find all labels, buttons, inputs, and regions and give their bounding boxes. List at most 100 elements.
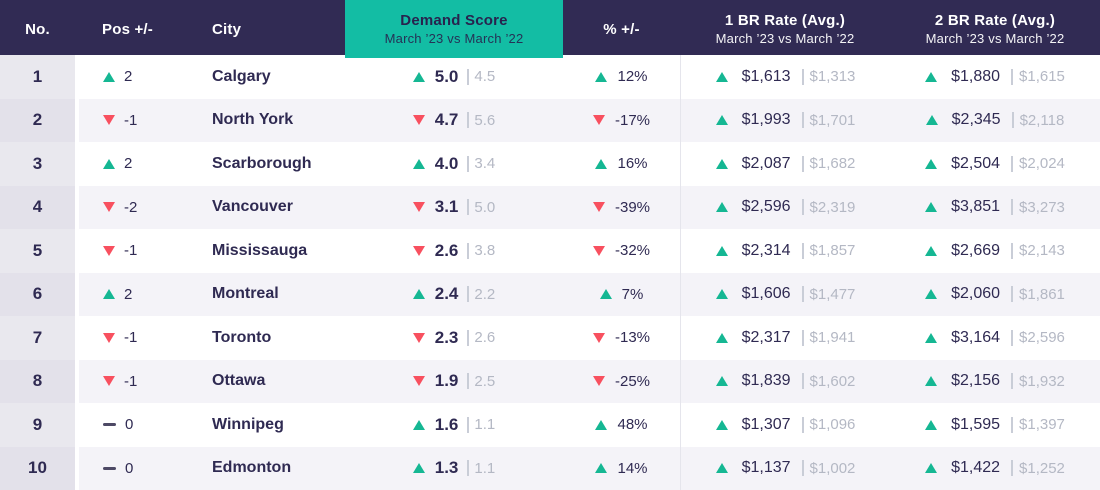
position-change-value: 2 [124, 285, 133, 303]
triangle-down-icon [592, 115, 605, 126]
two-br-rate-previous: $1,932 [1019, 372, 1065, 390]
triangle-up-icon [715, 158, 728, 169]
city-name: Scarborough [212, 154, 312, 172]
two-br-rate-cell: $2,060 $1,861 [890, 273, 1100, 317]
position-change-cell: -1 [79, 316, 195, 360]
one-br-rate-current: $1,606 [741, 285, 791, 303]
triangle-up-icon [715, 115, 728, 126]
value-divider [801, 329, 804, 346]
demand-score-previous: 3.8 [474, 242, 496, 260]
triangle-down-icon [592, 202, 605, 213]
col-header-no: No. [25, 20, 50, 38]
one-br-rate-previous: $2,319 [809, 198, 856, 216]
percent-change-value: 14% [617, 459, 648, 477]
triangle-up-icon [103, 289, 115, 300]
percent-change-value: -32% [614, 242, 651, 260]
value-divider [1011, 416, 1014, 433]
two-br-rate-cell: $2,345 $2,118 [890, 99, 1100, 143]
two-br-rate-cell: $1,595 $1,397 [890, 403, 1100, 447]
percent-change-value: -39% [614, 198, 651, 216]
city-name: Toronto [212, 328, 272, 346]
value-divider [801, 460, 804, 477]
demand-score-current: 1.6 [434, 414, 459, 434]
demand-score-previous: 2.5 [474, 372, 496, 390]
one-br-rate-cell: $1,307 $1,096 [680, 403, 890, 447]
demand-score-cell: 1.6 1.1 [345, 403, 563, 447]
one-br-rate-cell: $1,839 $1,602 [680, 359, 890, 403]
table-row: 2 -1 North York 4.7 5.6 -17% $1,993 $1,7… [0, 98, 1100, 143]
position-change-value: 0 [125, 416, 134, 434]
value-divider [801, 199, 804, 216]
table-row: 10 0 Edmonton 1.3 1.1 14% $1,137 $1,002 … [0, 446, 1100, 490]
value-divider [801, 286, 804, 303]
city-name: Calgary [212, 67, 271, 85]
position-change-value: -1 [124, 242, 138, 260]
value-divider [467, 68, 470, 85]
triangle-up-icon [925, 463, 938, 474]
value-divider [467, 155, 470, 172]
percent-change-cell: 14% [563, 447, 680, 490]
city-name: Winnipeg [212, 415, 284, 433]
triangle-down-icon [103, 332, 115, 343]
two-br-rate-current: $1,880 [951, 67, 1001, 85]
triangle-up-icon [925, 71, 938, 82]
triangle-up-icon [715, 289, 728, 300]
one-br-rate-current: $2,087 [741, 154, 791, 172]
value-divider [467, 329, 470, 346]
one-br-rate-previous: $1,857 [809, 242, 856, 260]
percent-change-cell: 7% [563, 273, 680, 317]
percent-change-value: 16% [617, 155, 648, 173]
position-change-cell: 2 [79, 273, 195, 317]
triangle-down-icon [412, 202, 425, 213]
position-change-cell: -2 [79, 186, 195, 230]
two-br-rate-current: $1,595 [951, 415, 1001, 433]
two-br-rate-cell: $2,156 $1,932 [890, 360, 1100, 404]
value-divider [1011, 199, 1014, 216]
position-change-cell: -1 [79, 360, 195, 404]
city-name: North York [212, 111, 294, 129]
rank-number: 10 [0, 446, 75, 490]
two-br-rate-current: $3,851 [951, 198, 1001, 216]
value-divider [1011, 329, 1014, 346]
triangle-up-icon [595, 71, 608, 82]
one-br-rate-cell: $2,317 $1,941 [680, 316, 890, 360]
dash-icon [103, 423, 116, 427]
table-row: 1 2 Calgary 5.0 4.5 12% $1,613 $1,313 $1… [0, 55, 1100, 99]
triangle-down-icon [592, 245, 605, 256]
two-br-rate-subtitle: March ’23 vs March ’22 [925, 30, 1065, 46]
position-change-value: -1 [124, 372, 138, 390]
one-br-rate-cell: $1,606 $1,477 [680, 272, 890, 316]
two-br-rate-current: $2,504 [951, 154, 1001, 172]
table-header-row: No. Pos +/- City Demand Score March ’23 … [0, 0, 1100, 58]
two-br-rate-current: $3,164 [951, 328, 1001, 346]
col-header-demand-score: Demand Score March ’23 vs March ’22 [345, 0, 563, 58]
rank-number: 6 [0, 272, 75, 316]
position-change-value: -1 [124, 111, 138, 129]
col-header-pos: Pos +/- [102, 20, 153, 38]
city-name: Vancouver [212, 198, 293, 216]
demand-score-current: 4.7 [434, 110, 459, 130]
one-br-rate-current: $2,314 [741, 241, 791, 259]
two-br-rate-current: $2,669 [951, 241, 1001, 259]
one-br-rate-current: $2,317 [741, 328, 791, 346]
value-divider [467, 286, 470, 303]
demand-score-previous: 1.1 [474, 459, 496, 477]
row-spacer [75, 142, 79, 186]
two-br-rate-cell: $2,504 $2,024 [890, 142, 1100, 186]
demand-score-previous: 2.6 [474, 329, 496, 347]
percent-change-cell: -32% [563, 229, 680, 273]
demand-score-previous: 5.6 [474, 111, 496, 129]
percent-change-value: -13% [614, 329, 651, 347]
row-spacer [75, 185, 79, 229]
triangle-up-icon [715, 245, 728, 256]
rank-number: 8 [0, 359, 75, 403]
value-divider [467, 112, 470, 129]
value-divider [1011, 460, 1014, 477]
triangle-up-icon [925, 115, 938, 126]
triangle-down-icon [412, 376, 425, 387]
position-change-value: -2 [124, 198, 138, 216]
demand-score-cell: 4.0 3.4 [345, 142, 563, 186]
demand-score-current: 3.1 [434, 197, 459, 217]
triangle-down-icon [103, 115, 115, 126]
percent-change-cell: -39% [563, 186, 680, 230]
